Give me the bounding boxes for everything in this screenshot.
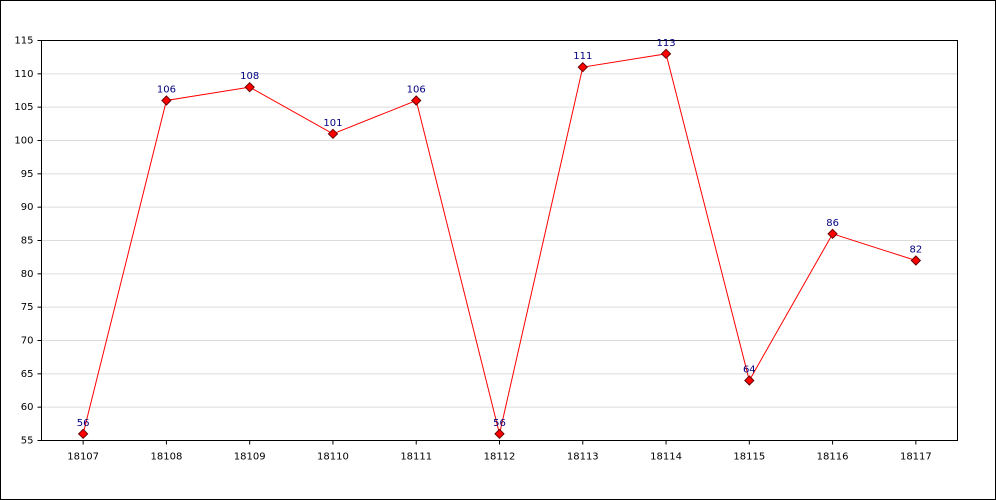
x-tick-label: 18110 <box>317 452 349 463</box>
x-tick-label: 18112 <box>484 452 516 463</box>
x-tick-label: 18117 <box>900 452 932 463</box>
y-tick-label: 70 <box>21 336 34 347</box>
y-tick-label: 110 <box>14 69 33 80</box>
marker <box>577 61 588 73</box>
marker <box>244 81 255 93</box>
x-tick-label: 18107 <box>67 452 99 463</box>
y-tick-label: 100 <box>14 136 33 147</box>
y-tick-label: 115 <box>14 36 33 47</box>
x-tick-label: 18109 <box>234 452 266 463</box>
x-tick-label: 18108 <box>151 452 183 463</box>
y-tick-label: 75 <box>21 302 34 313</box>
marker <box>660 48 672 60</box>
y-tick-label: 90 <box>21 202 34 213</box>
marker <box>411 95 422 106</box>
value-label: 86 <box>826 218 839 229</box>
marker <box>77 428 89 440</box>
marker <box>744 375 755 386</box>
marker <box>910 255 922 266</box>
value-label: 64 <box>743 365 756 376</box>
y-tick-label: 95 <box>21 169 34 180</box>
x-tick-label: 18113 <box>567 452 599 463</box>
y-tick-label: 65 <box>21 369 34 380</box>
value-label: 111 <box>573 51 592 62</box>
marker <box>494 428 505 440</box>
value-label: 108 <box>240 71 259 82</box>
y-tick-label: 60 <box>21 402 34 413</box>
marker <box>161 95 172 106</box>
value-label: 56 <box>77 418 90 429</box>
y-tick-label: 105 <box>14 102 33 113</box>
marker <box>327 128 339 140</box>
x-tick-label: 18114 <box>650 452 682 463</box>
x-tick-label: 18116 <box>817 452 849 463</box>
y-tick-label: 80 <box>21 269 34 280</box>
marker <box>827 228 838 240</box>
value-label: 101 <box>323 118 342 129</box>
x-tick-label: 18115 <box>733 452 765 463</box>
y-tick-label: 55 <box>21 436 34 447</box>
y-tick-label: 85 <box>21 236 34 247</box>
value-label: 106 <box>407 85 426 96</box>
x-tick-label: 18111 <box>400 452 432 463</box>
value-label: 113 <box>656 38 675 49</box>
value-label: 56 <box>493 418 506 429</box>
value-label: 82 <box>909 245 922 256</box>
value-label: 106 <box>157 85 176 96</box>
